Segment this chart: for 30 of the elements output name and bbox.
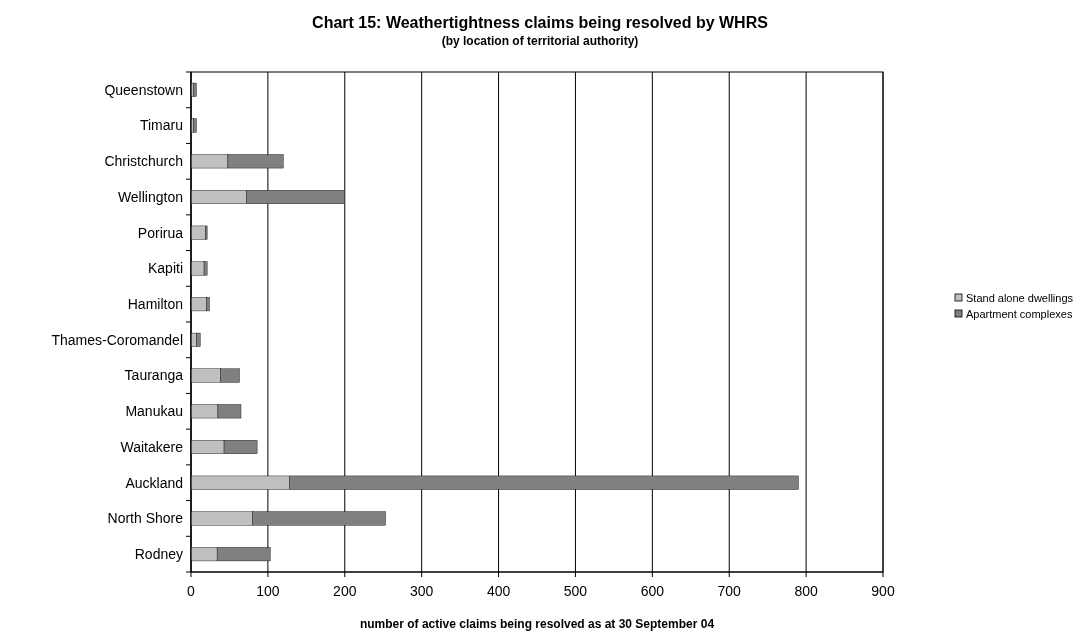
y-tick-label: Christchurch	[104, 153, 183, 170]
y-tick-label: Porirua	[137, 224, 184, 241]
x-tick-label: 0	[187, 583, 196, 599]
y-tick-label: North Shore	[107, 510, 184, 527]
y-tick-label: Waitakere	[120, 438, 184, 455]
y-tick-label: Rodney	[134, 546, 183, 563]
x-tick-label: 800	[794, 583, 818, 599]
y-tick-label: Hamilton	[127, 296, 183, 313]
y-tick-label: Wellington	[117, 188, 183, 205]
x-axis-title: number of active claims being resolved as at 30 September 04	[359, 617, 715, 631]
y-tick-label: Thames-Coromandel	[51, 331, 183, 348]
y-tick-label: Manukau	[125, 403, 183, 420]
x-tick-label: 400	[486, 583, 511, 599]
bar	[196, 332, 201, 347]
legend-label: Stand alone dwellings	[966, 291, 1074, 304]
x-tick-label: 700	[717, 583, 742, 599]
x-tick-label: 500	[563, 583, 588, 599]
legend-label: Apartment complexes	[966, 307, 1073, 320]
y-tick-label: Kapiti	[147, 260, 183, 277]
chart-subtitle: (by location of territorial authority)	[441, 34, 639, 48]
y-tick-label: Tauranga	[124, 367, 184, 384]
chart-title: Chart 15: Weathertightness claims being resolved by WHRS	[312, 14, 769, 31]
x-tick-label: 200	[333, 583, 357, 599]
x-tick-label: 300	[409, 583, 434, 599]
x-tick-label: 900	[871, 583, 895, 599]
y-tick-label: Timaru	[139, 117, 183, 134]
y-tick-label: Queenstown	[104, 81, 183, 98]
x-tick-label: 100	[256, 583, 280, 599]
x-tick-label: 600	[640, 583, 665, 599]
y-tick-label: Auckland	[125, 474, 183, 491]
